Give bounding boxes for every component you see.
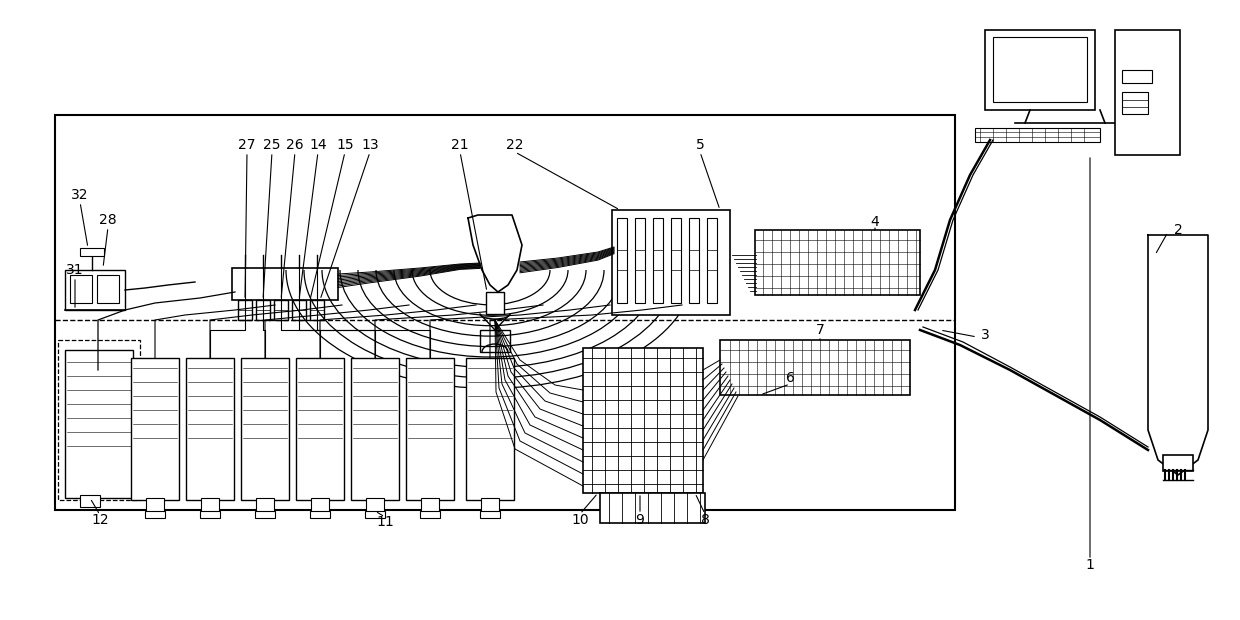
Bar	[583, 348, 703, 493]
Text: 32: 32	[71, 188, 89, 202]
Bar	[720, 340, 910, 395]
Bar	[296, 358, 343, 500]
Bar	[69, 275, 92, 303]
Bar	[274, 300, 288, 320]
Bar	[255, 498, 274, 513]
Bar	[365, 511, 384, 518]
Text: 9: 9	[636, 513, 645, 527]
Bar	[241, 358, 289, 500]
Polygon shape	[1148, 235, 1208, 475]
Bar	[64, 350, 133, 498]
Bar	[1163, 455, 1193, 471]
Bar	[232, 268, 339, 300]
Bar	[291, 300, 306, 320]
Bar	[689, 218, 699, 303]
Bar	[81, 495, 100, 507]
Text: 14: 14	[309, 138, 327, 152]
Bar	[97, 275, 119, 303]
Bar	[1122, 70, 1152, 83]
Polygon shape	[467, 215, 522, 292]
Text: 11: 11	[376, 515, 394, 529]
Bar	[58, 340, 140, 500]
Bar	[671, 218, 681, 303]
Bar	[238, 300, 252, 320]
Bar	[993, 37, 1087, 102]
Bar	[201, 498, 219, 513]
Text: 27: 27	[238, 138, 255, 152]
Bar	[422, 498, 439, 513]
Bar	[466, 358, 515, 500]
Text: 28: 28	[99, 213, 117, 227]
Bar	[480, 511, 500, 518]
Bar	[55, 115, 955, 510]
Bar	[366, 498, 384, 513]
Text: 26: 26	[286, 138, 304, 152]
Text: 15: 15	[336, 138, 353, 152]
Bar	[755, 230, 920, 295]
Text: 13: 13	[361, 138, 378, 152]
Text: 4: 4	[870, 215, 879, 229]
Text: 21: 21	[451, 138, 469, 152]
Bar	[707, 218, 717, 303]
Bar	[420, 511, 440, 518]
Bar	[255, 511, 275, 518]
Text: 5: 5	[696, 138, 704, 152]
Text: 3: 3	[981, 328, 990, 342]
Bar	[64, 270, 125, 310]
Text: 25: 25	[263, 138, 280, 152]
Bar	[1122, 92, 1148, 114]
Text: 10: 10	[572, 513, 589, 527]
Text: 1: 1	[1085, 558, 1095, 572]
Bar	[146, 498, 164, 513]
Bar	[1115, 30, 1180, 155]
Text: 2: 2	[1173, 223, 1183, 237]
Text: 8: 8	[701, 513, 709, 527]
Bar	[310, 300, 324, 320]
Bar	[310, 511, 330, 518]
Bar	[145, 511, 165, 518]
Bar	[405, 358, 454, 500]
Bar	[480, 330, 510, 352]
Bar	[481, 498, 498, 513]
Text: 31: 31	[66, 263, 84, 277]
Bar	[600, 493, 706, 523]
Bar	[81, 248, 104, 256]
Bar	[311, 498, 329, 513]
Bar	[200, 511, 219, 518]
Bar	[186, 358, 234, 500]
Bar	[131, 358, 179, 500]
Bar	[975, 128, 1100, 142]
Bar	[255, 300, 270, 320]
Text: 22: 22	[506, 138, 523, 152]
Bar	[486, 292, 503, 314]
Bar	[618, 218, 627, 303]
Bar	[635, 218, 645, 303]
Bar	[653, 218, 663, 303]
Bar	[351, 358, 399, 500]
Bar	[613, 210, 730, 315]
Text: 12: 12	[92, 513, 109, 527]
Bar	[985, 30, 1095, 110]
Text: 7: 7	[816, 323, 825, 337]
Text: 6: 6	[786, 371, 795, 385]
